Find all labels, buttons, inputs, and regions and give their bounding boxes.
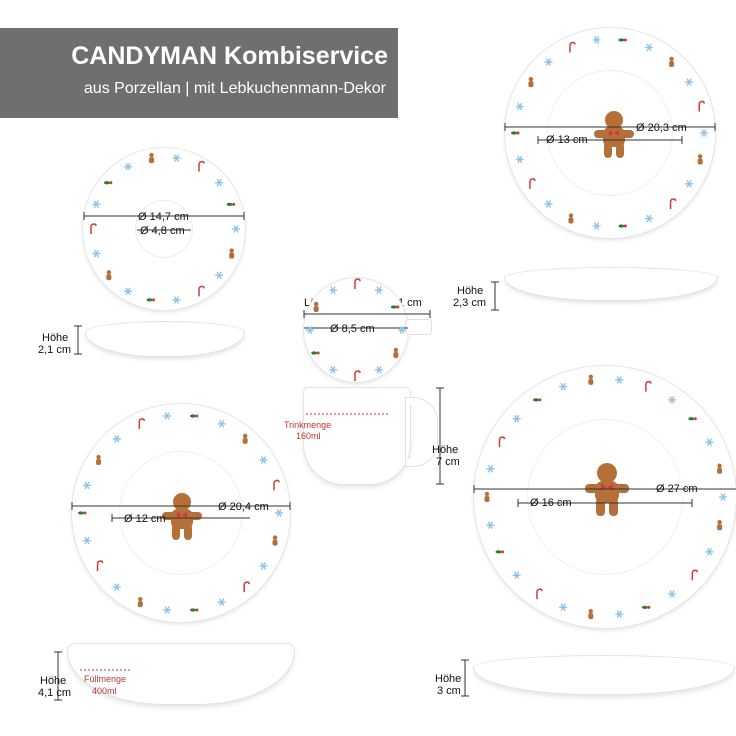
cup-side-view xyxy=(304,388,410,484)
saucer-height-label: Höhe xyxy=(42,332,69,344)
cup-capacity-value: 160ml xyxy=(296,431,321,441)
title-banner: CANDYMAN Kombiservice aus Porzellan | mi… xyxy=(0,28,398,118)
saucer-diameter-outer: Ø 14,7 cm xyxy=(138,211,189,223)
soup-plate-height-value: 4,1 cm xyxy=(38,687,72,699)
dessert-plate-side-view xyxy=(505,268,717,300)
saucer-diameter-inner: Ø 4,8 cm xyxy=(140,225,185,237)
soup-plate-capacity-value: 400ml xyxy=(92,686,117,696)
dessert-plate-height-value: 2,3 cm xyxy=(453,297,487,309)
cup-height-label: Höhe xyxy=(432,444,459,456)
saucer-well xyxy=(136,201,192,257)
cup-height-value: 7 cm xyxy=(436,456,460,468)
dinner-plate-height-value: 3 cm xyxy=(437,685,461,697)
cup-handle-side-view xyxy=(406,398,437,466)
dessert-plate-diameter-outer: Ø 20,3 cm xyxy=(636,122,687,134)
cup-diameter: Ø 8,5 cm xyxy=(330,323,375,335)
cup-capacity-label: Trinkmenge xyxy=(284,420,332,430)
product-title: CANDYMAN Kombiservice xyxy=(71,42,388,70)
dinner-plate-diameter-inner: Ø 16 cm xyxy=(530,497,572,509)
saucer-height-value: 2,1 cm xyxy=(38,344,72,356)
dinner-plate-diameter-outer: Ø 27 cm xyxy=(656,483,698,495)
dinner-plate-height-label: Höhe xyxy=(435,673,462,685)
dessert-plate-diameter-inner: Ø 13 cm xyxy=(546,134,588,146)
dessert-plate-height-label: Höhe xyxy=(457,285,484,297)
saucer-side-view xyxy=(86,322,244,356)
soup-plate-diameter-inner: Ø 12 cm xyxy=(124,513,166,525)
soup-plate-capacity-label: Füllmenge xyxy=(84,674,127,684)
soup-plate-diameter-outer: Ø 20,4 cm xyxy=(218,501,269,513)
cup-top-view xyxy=(304,278,408,382)
cup-handle-top-view xyxy=(406,320,431,334)
product-subtitle: aus Porzellan | mit Lebkuchenmann-Dekor xyxy=(83,80,386,97)
dinner-plate-side-view xyxy=(474,656,734,694)
gingerbread-man-icon xyxy=(594,111,634,158)
soup-plate-height-label: Höhe xyxy=(40,675,67,687)
